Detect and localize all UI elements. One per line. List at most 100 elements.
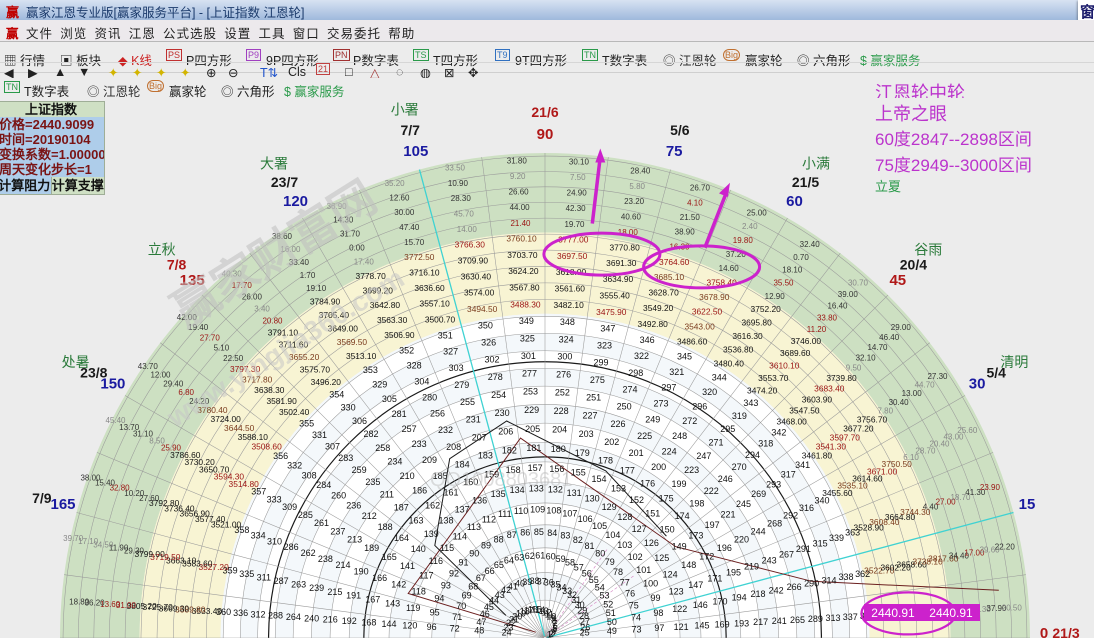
svg-text:333: 333 (267, 494, 282, 504)
svg-text:314: 314 (821, 575, 836, 585)
svg-text:167: 167 (365, 595, 380, 605)
svg-text:3678.90: 3678.90 (699, 292, 730, 302)
svg-text:172: 172 (699, 551, 714, 561)
svg-text:78: 78 (613, 567, 623, 577)
svg-text:201: 201 (629, 448, 644, 458)
svg-text:27.30: 27.30 (927, 372, 948, 381)
svg-text:97: 97 (654, 623, 664, 633)
svg-text:181: 181 (526, 443, 541, 453)
svg-text:151: 151 (645, 509, 660, 519)
svg-text:66: 66 (485, 566, 495, 576)
svg-text:11.20: 11.20 (807, 325, 827, 334)
svg-text:114: 114 (453, 532, 467, 542)
svg-text:191: 191 (346, 591, 361, 601)
svg-text:310: 310 (267, 536, 282, 546)
svg-text:121: 121 (674, 622, 689, 632)
svg-text:302: 302 (484, 355, 499, 365)
svg-text:182: 182 (502, 445, 517, 455)
svg-text:255: 255 (460, 397, 475, 407)
svg-text:80: 80 (595, 548, 605, 558)
svg-text:3756.70: 3756.70 (857, 414, 888, 424)
svg-text:224: 224 (662, 447, 677, 457)
svg-text:311: 311 (257, 572, 271, 582)
svg-text:3677.20: 3677.20 (843, 423, 874, 433)
svg-text:4.10: 4.10 (687, 198, 703, 207)
svg-text:112: 112 (482, 515, 496, 525)
svg-text:21.40: 21.40 (510, 219, 531, 228)
svg-text:199: 199 (671, 479, 686, 489)
svg-text:244: 244 (751, 527, 766, 537)
svg-text:348: 348 (560, 317, 575, 327)
svg-text:248: 248 (672, 431, 687, 441)
svg-text:38.90: 38.90 (675, 228, 696, 237)
svg-text:21/5: 21/5 (792, 174, 819, 190)
svg-text:354: 354 (329, 390, 344, 400)
svg-text:0.70: 0.70 (793, 253, 809, 262)
svg-text:3638.30: 3638.30 (254, 385, 285, 395)
svg-text:83: 83 (560, 531, 570, 541)
svg-text:143: 143 (385, 599, 400, 609)
svg-text:99: 99 (650, 593, 660, 603)
svg-text:44.00: 44.00 (510, 203, 531, 212)
svg-text:217: 217 (753, 617, 768, 627)
svg-text:30.10: 30.10 (569, 158, 590, 167)
svg-text:3486.60: 3486.60 (677, 336, 708, 346)
svg-text:13.00: 13.00 (902, 389, 923, 398)
svg-text:240: 240 (304, 613, 319, 623)
svg-text:45.70: 45.70 (454, 209, 475, 218)
svg-text:173: 173 (688, 531, 703, 541)
svg-text:QQ1008803681: QQ1008803681 (430, 469, 572, 491)
svg-text:3496.20: 3496.20 (311, 377, 342, 387)
svg-text:69: 69 (462, 591, 472, 601)
svg-text:236: 236 (346, 501, 361, 511)
svg-text:344: 344 (712, 373, 727, 383)
svg-text:286: 286 (284, 542, 299, 552)
svg-text:20.80: 20.80 (262, 316, 283, 325)
svg-text:3563.30: 3563.30 (377, 315, 408, 325)
svg-text:254: 254 (491, 390, 506, 400)
svg-text:330: 330 (341, 403, 356, 413)
svg-text:209: 209 (422, 455, 437, 465)
svg-text:146: 146 (693, 600, 708, 610)
svg-text:75: 75 (666, 143, 683, 160)
svg-text:108: 108 (546, 506, 561, 516)
svg-text:28.30: 28.30 (451, 194, 472, 203)
svg-text:7/9: 7/9 (32, 490, 52, 506)
svg-text:5.80: 5.80 (629, 182, 645, 191)
svg-text:7.50: 7.50 (570, 173, 586, 182)
svg-text:342: 342 (771, 427, 786, 437)
svg-text:63: 63 (514, 553, 524, 563)
svg-text:165: 165 (382, 552, 397, 562)
svg-text:171: 171 (707, 574, 722, 584)
svg-text:3575.70: 3575.70 (300, 364, 331, 374)
svg-text:238: 238 (318, 554, 333, 564)
svg-text:243: 243 (762, 555, 777, 565)
svg-text:小满: 小满 (802, 156, 830, 172)
svg-text:47.40: 47.40 (399, 223, 420, 232)
svg-text:60: 60 (546, 552, 556, 562)
svg-text:194: 194 (732, 593, 747, 603)
svg-text:33.80: 33.80 (817, 313, 838, 322)
svg-text:145: 145 (694, 621, 709, 631)
svg-text:296: 296 (692, 401, 707, 411)
svg-text:12.60: 12.60 (389, 193, 410, 202)
svg-text:3752.20: 3752.20 (751, 304, 782, 314)
svg-text:3770.80: 3770.80 (609, 242, 640, 252)
svg-text:110: 110 (514, 506, 528, 516)
svg-text:5.10: 5.10 (214, 344, 230, 353)
svg-text:230: 230 (495, 408, 510, 418)
svg-text:319: 319 (732, 411, 747, 421)
svg-text:205: 205 (525, 424, 540, 434)
svg-text:328: 328 (407, 361, 422, 371)
svg-text:347: 347 (600, 323, 615, 333)
svg-text:283: 283 (338, 453, 353, 463)
svg-text:231: 231 (466, 415, 481, 425)
svg-text:325: 325 (520, 333, 535, 343)
svg-text:257: 257 (402, 424, 417, 434)
svg-text:93: 93 (441, 580, 451, 590)
svg-text:58: 58 (565, 558, 575, 568)
svg-text:22.20: 22.20 (995, 543, 1016, 552)
svg-text:308: 308 (302, 470, 317, 480)
svg-text:327: 327 (443, 347, 458, 357)
svg-text:259: 259 (352, 465, 367, 475)
